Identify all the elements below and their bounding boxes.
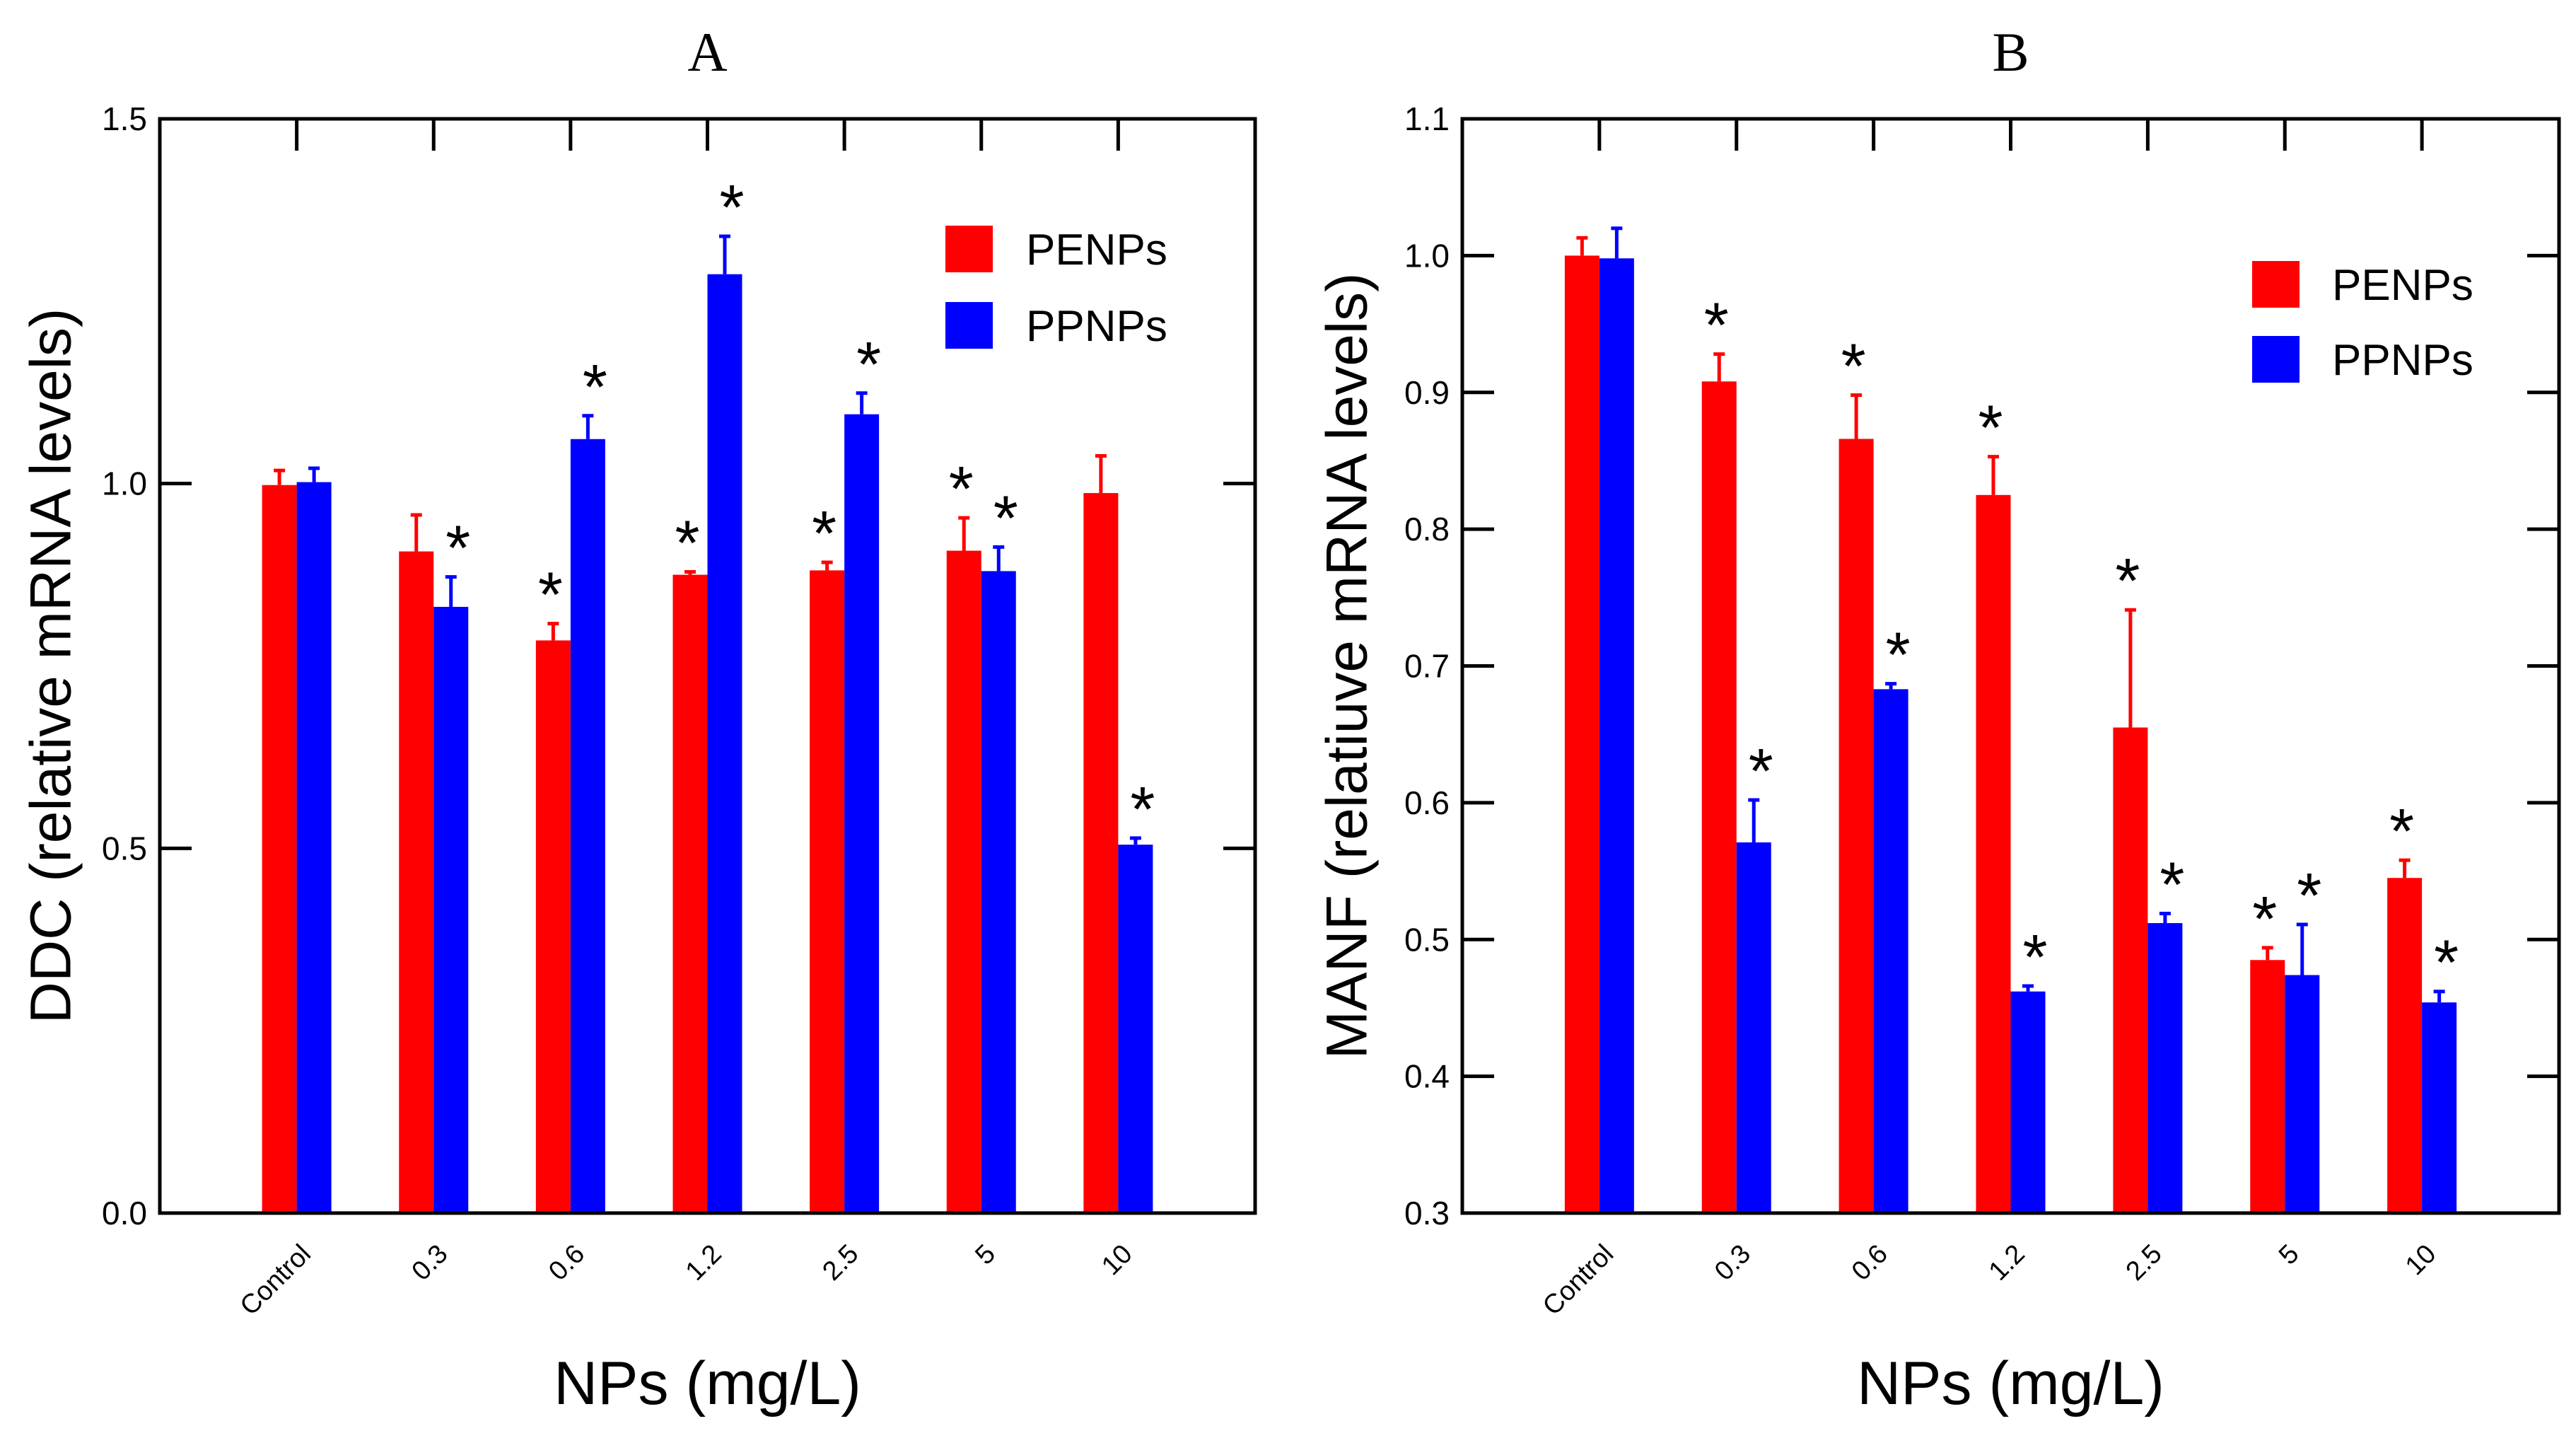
- legend-swatch-PPNPs: [2252, 336, 2300, 383]
- chart-panel-A: A * * * * * * * * * * 0.0 0.5 1.0 1.5 Control 0.3 0.6 1.2 2…: [19, 21, 1257, 1417]
- bar-PENPs-2.5: [2113, 727, 2148, 1213]
- y-tick-label: 0.8: [1404, 511, 1450, 547]
- bar-PENPs-5: [2250, 960, 2285, 1213]
- significance-marker: *: [1749, 736, 1773, 807]
- x-tick-label: 0.3: [1709, 1239, 1756, 1287]
- legend-swatch-PENPs: [2252, 261, 2300, 308]
- bar-PPNPs-5: [981, 571, 1016, 1213]
- y-tick-label: 0.9: [1404, 374, 1450, 411]
- significance-marker: *: [538, 560, 563, 631]
- significance-marker: *: [2115, 546, 2140, 617]
- bar-PENPs-1.2: [1976, 494, 2011, 1213]
- bar-PPNPs-1.2: [2010, 991, 2046, 1213]
- significance-marker: *: [1978, 393, 2003, 464]
- chart-title: A: [687, 21, 727, 83]
- significance-marker: *: [812, 499, 837, 569]
- chart-panel-B: B * * * * * * * * * * * * 0.3 0.4 0.5 0.6 0.7 0.8 0.9 1.0 1.1…: [1315, 21, 2561, 1417]
- bar-PPNPs-2.5: [2147, 923, 2183, 1213]
- x-tick-label: 2.5: [2121, 1239, 2168, 1287]
- x-tick-label: 10: [2400, 1239, 2442, 1282]
- x-tick-label: 2.5: [817, 1239, 864, 1287]
- significance-marker: *: [1886, 620, 1911, 691]
- significance-marker: *: [856, 330, 881, 400]
- significance-marker: *: [1130, 775, 1155, 845]
- y-tick-label: 0.7: [1404, 648, 1450, 685]
- bar-PPNPs-0.3: [433, 606, 469, 1213]
- bar-PENPs-10: [1083, 493, 1119, 1213]
- bar-PENPs-5: [946, 550, 981, 1213]
- significance-marker: *: [949, 454, 974, 525]
- bar-PPNPs-1.2: [707, 274, 742, 1213]
- y-tick-label: 1.1: [1404, 100, 1450, 137]
- x-tick-label: Control: [1537, 1239, 1619, 1321]
- bar-PPNPs-Control: [296, 482, 332, 1213]
- x-tick-label: 5: [2273, 1239, 2305, 1271]
- legend-label: PPNPs: [2332, 336, 2473, 385]
- significance-marker: *: [583, 352, 607, 423]
- x-tick-label: 0.6: [1846, 1239, 1894, 1287]
- y-tick-label: 0.5: [102, 830, 147, 866]
- bar-PENPs-0.3: [399, 551, 434, 1213]
- significance-marker: *: [2252, 884, 2277, 955]
- bar-PPNPs-10: [2422, 1002, 2457, 1213]
- bar-PENPs-Control: [262, 485, 297, 1214]
- significance-marker: *: [2434, 928, 2459, 999]
- legend-swatch-PENPs: [945, 226, 993, 272]
- significance-marker: *: [2389, 796, 2414, 867]
- significance-marker: *: [719, 173, 744, 243]
- legend: PENPs PPNPs: [2252, 261, 2473, 385]
- x-tick-label: 10: [1096, 1239, 1138, 1282]
- y-tick-label: 0.3: [1404, 1195, 1450, 1231]
- bar-PPNPs-5: [2285, 975, 2320, 1213]
- significance-marker: *: [445, 514, 470, 584]
- bar-PPNPs-10: [1118, 845, 1153, 1213]
- chart-title: B: [1992, 21, 2029, 83]
- x-tick-label: Control: [235, 1239, 317, 1321]
- bar-PPNPs-0.6: [1873, 689, 1908, 1213]
- significance-marker: *: [2297, 861, 2321, 932]
- bar-PENPs-1.2: [672, 574, 708, 1213]
- bar-PPNPs-2.5: [844, 414, 880, 1214]
- bar-PENPs-10: [2387, 878, 2423, 1213]
- x-tick-label: 1.2: [680, 1239, 728, 1287]
- bar-PENPs-0.6: [1838, 439, 1874, 1213]
- y-tick-label: 0.5: [1404, 921, 1450, 958]
- legend-label: PENPs: [1026, 226, 1167, 274]
- significance-marker: *: [2022, 922, 2047, 993]
- bar-PENPs-0.6: [535, 640, 571, 1213]
- bar-PENPs-2.5: [810, 570, 845, 1213]
- bar-PPNPs-0.3: [1736, 842, 1771, 1213]
- legend: PENPs PPNPs: [945, 226, 1167, 351]
- y-axis-label: DDC (relative mRNA levels): [19, 308, 83, 1024]
- bar-PPNPs-0.6: [570, 439, 605, 1213]
- legend-label: PENPs: [2332, 261, 2473, 310]
- significance-marker: *: [2160, 850, 2184, 921]
- bar-PENPs-Control: [1564, 255, 1599, 1213]
- legend-label: PPNPs: [1026, 302, 1167, 351]
- legend-swatch-PPNPs: [945, 302, 993, 349]
- x-axis-label: NPs (mg/L): [1857, 1350, 2164, 1417]
- y-tick-label: 1.0: [1404, 237, 1450, 274]
- x-tick-label: 5: [969, 1239, 1001, 1271]
- significance-marker: *: [1841, 332, 1866, 402]
- significance-marker: *: [675, 508, 699, 579]
- x-tick-label: 0.6: [543, 1239, 590, 1287]
- x-tick-label: 0.3: [407, 1239, 454, 1287]
- significance-marker: *: [1704, 291, 1729, 361]
- bar-PPNPs-Control: [1599, 258, 1634, 1214]
- x-tick-label: 1.2: [1983, 1239, 2031, 1287]
- y-tick-label: 0.4: [1404, 1058, 1450, 1095]
- y-tick-label: 1.0: [102, 465, 147, 502]
- bar-PENPs-0.3: [1701, 381, 1737, 1213]
- y-tick-label: 1.5: [102, 100, 147, 137]
- y-tick-label: 0.6: [1404, 784, 1450, 821]
- y-tick-label: 0.0: [102, 1195, 147, 1231]
- x-axis-label: NPs (mg/L): [554, 1350, 861, 1417]
- significance-marker: *: [993, 483, 1018, 554]
- y-axis-label: MANF (relatiuve mRNA levels): [1315, 273, 1380, 1060]
